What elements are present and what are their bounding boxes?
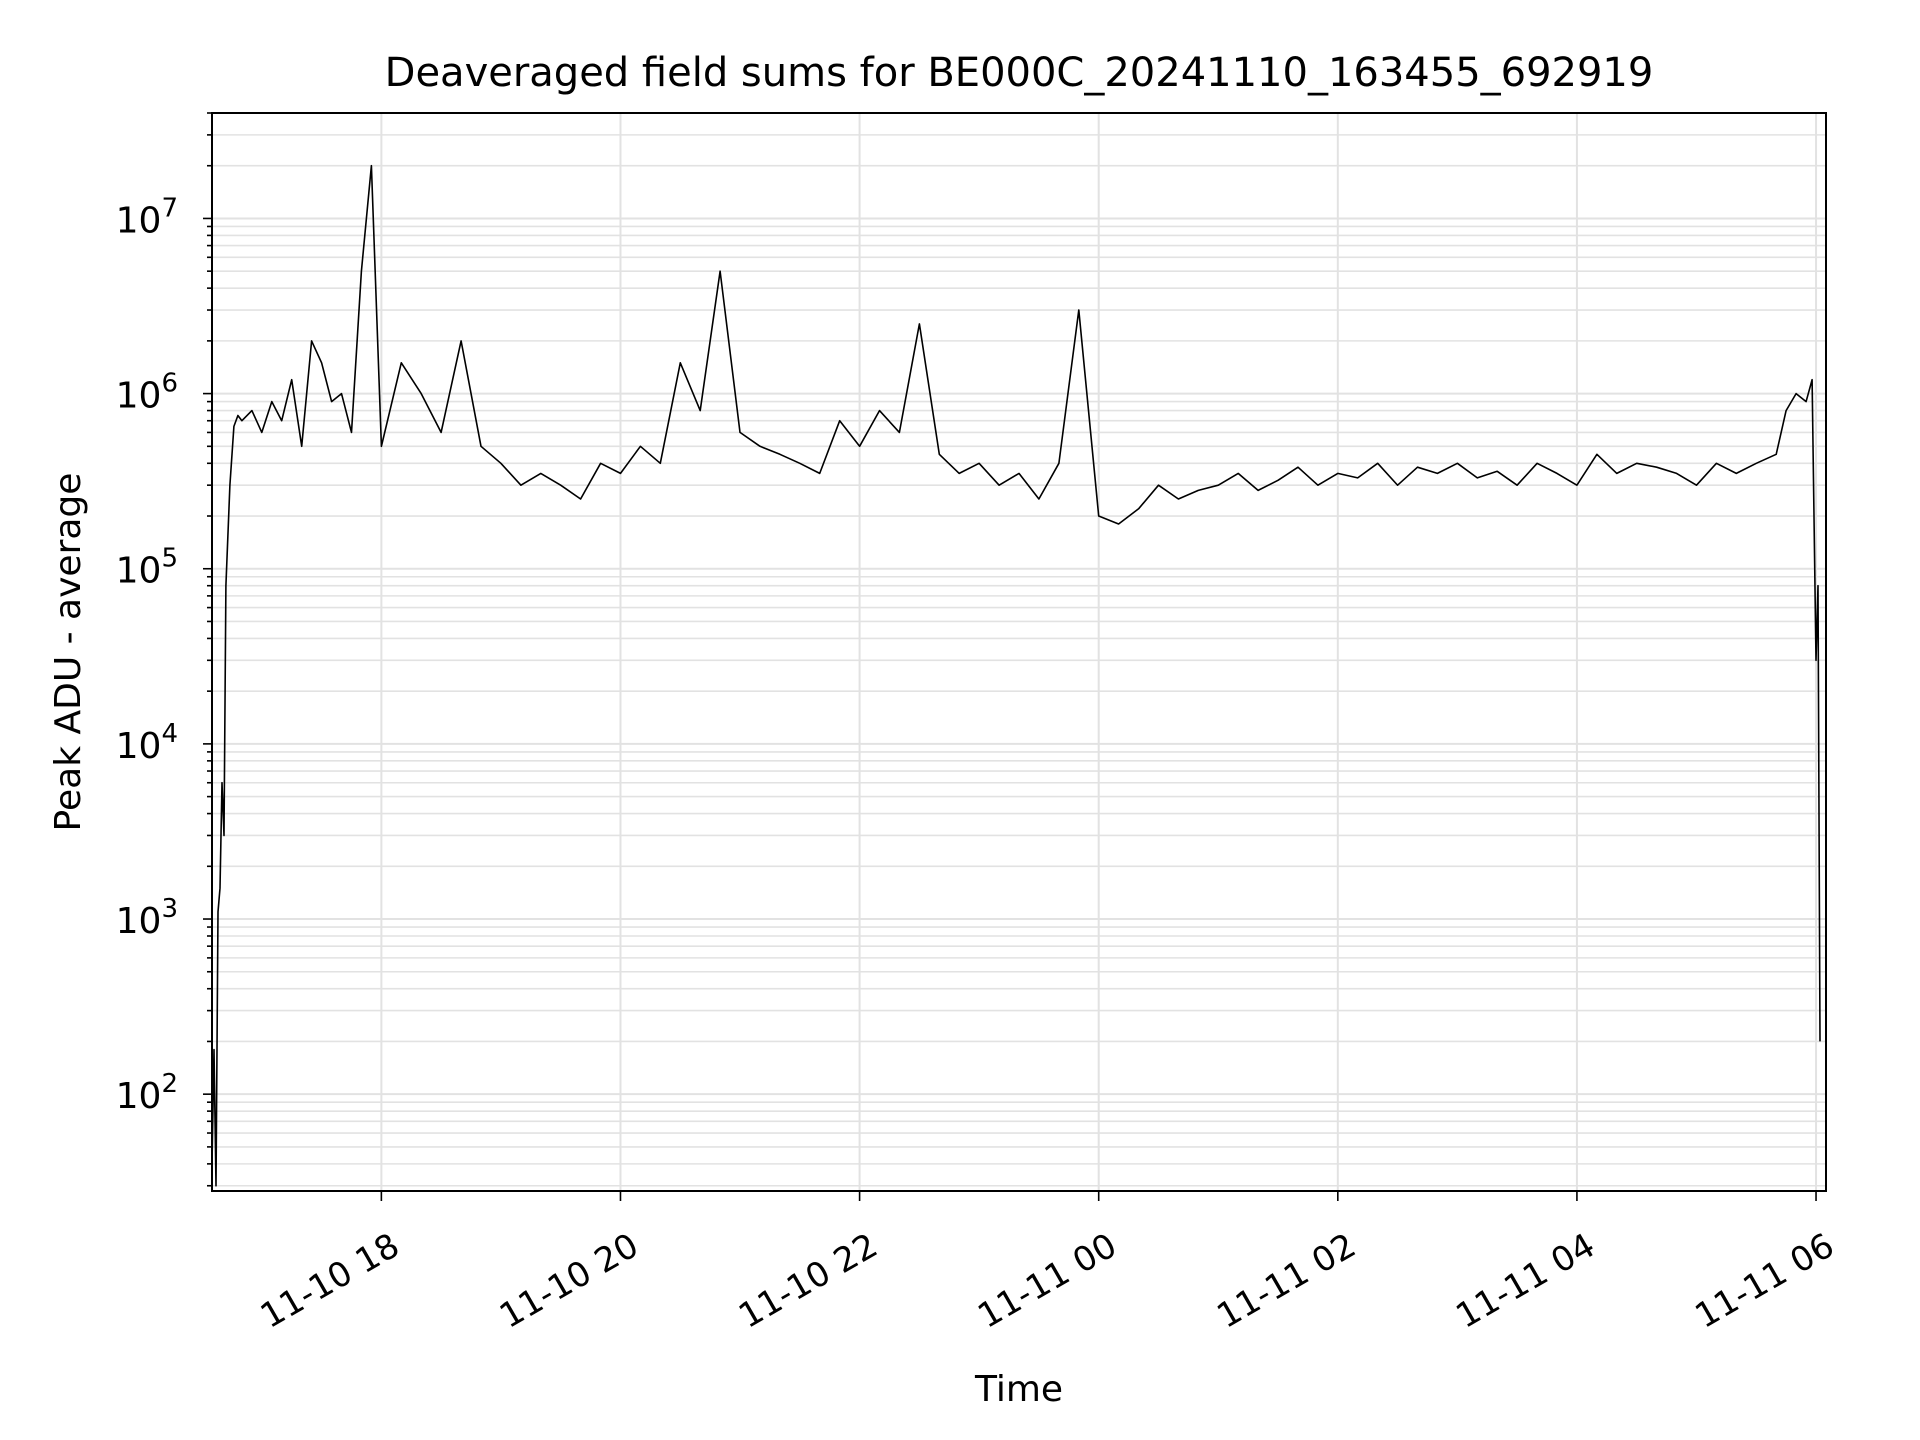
plot-frame (211, 112, 1827, 1192)
y-tick-label-base: 10 (116, 726, 162, 767)
y-tick-label-base: 10 (116, 551, 162, 592)
y-tick-label-base: 10 (116, 376, 162, 417)
y-tick-label-base: 10 (116, 200, 162, 241)
y-tick-label-exponent: 7 (161, 193, 178, 223)
y-tick-label: 105 (116, 544, 178, 592)
y-tick-label-base: 10 (116, 901, 162, 942)
y-axis-label: Peak ADU - average (48, 473, 89, 832)
chart-title: Deaveraged field sums for BE000C_2024111… (385, 50, 1654, 96)
y-tick-label: 104 (116, 719, 178, 767)
y-tick-label: 102 (116, 1069, 178, 1117)
y-tick-label-exponent: 5 (161, 544, 178, 574)
y-tick-label-exponent: 3 (161, 894, 178, 924)
data-line-layer (211, 164, 1821, 1187)
y-tick-label: 103 (116, 894, 178, 942)
y-tick-label: 106 (116, 369, 178, 417)
y-tick-label-exponent: 4 (161, 719, 178, 749)
y-tick-label-exponent: 2 (161, 1069, 178, 1099)
y-tick-label-base: 10 (116, 1076, 162, 1117)
x-axis-label: Time (974, 1369, 1063, 1410)
y-tick-label-exponent: 6 (161, 369, 178, 399)
y-tick-label: 107 (116, 193, 178, 241)
series-line (211, 164, 1821, 1187)
grid (212, 112, 1826, 1191)
